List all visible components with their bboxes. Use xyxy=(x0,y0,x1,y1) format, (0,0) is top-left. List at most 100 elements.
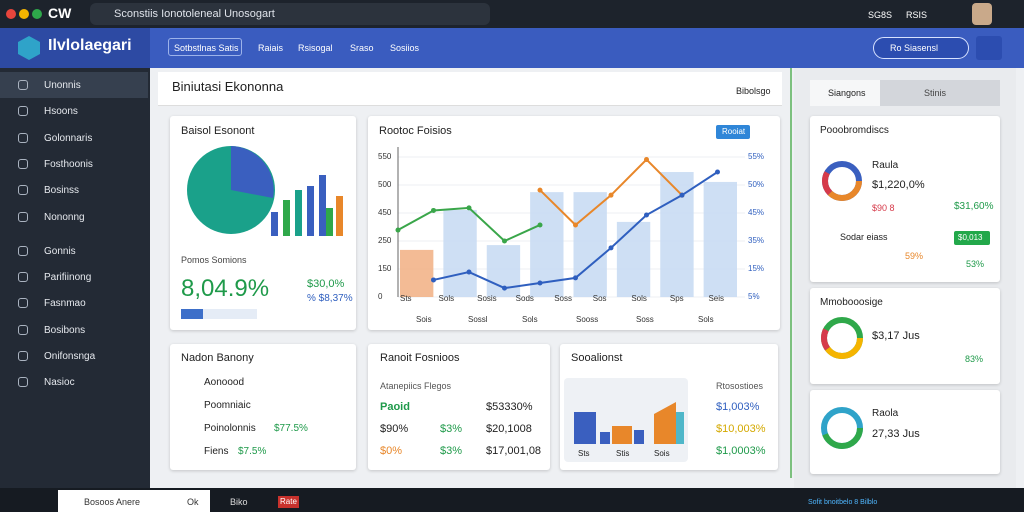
button-label[interactable]: $0,013 xyxy=(958,233,983,242)
sidebar-icon xyxy=(18,185,28,196)
x-tick-label: Sps xyxy=(669,294,684,303)
logo: Ilvlolaegari xyxy=(48,37,132,54)
app-name: CW xyxy=(48,5,72,21)
point xyxy=(431,277,436,283)
deco-bar xyxy=(319,175,326,236)
sidebar-item[interactable]: Onifonsnga xyxy=(44,351,96,362)
header xyxy=(0,28,1024,68)
x-sub-label: Sois xyxy=(416,315,432,324)
donut-slice xyxy=(822,161,862,201)
deco-bar xyxy=(336,196,343,236)
donut-slice xyxy=(822,161,862,201)
task-button[interactable]: Ok xyxy=(187,497,199,507)
list-value: $77.5% xyxy=(274,423,308,434)
label: SG8S xyxy=(868,10,893,20)
x-tick-label: Soss xyxy=(554,294,573,303)
nav-item[interactable]: Rsisogal xyxy=(298,43,333,53)
y2-tick-label: 15% xyxy=(748,264,765,273)
task-app[interactable]: Biko xyxy=(230,497,248,507)
point xyxy=(537,280,543,286)
list-item[interactable]: Fiens xyxy=(204,446,229,457)
dot[interactable] xyxy=(32,9,42,19)
sidebar-item[interactable]: Parifiinong xyxy=(44,272,92,284)
nav-item[interactable]: Sotbstlnas Satis xyxy=(174,43,239,53)
y2-tick-label: 45% xyxy=(748,208,765,217)
header-button[interactable] xyxy=(873,37,969,59)
task-search[interactable] xyxy=(58,490,210,512)
button-label[interactable]: Rooiat xyxy=(722,127,746,136)
point xyxy=(537,222,543,228)
report-cell: $20,1008 xyxy=(486,423,532,435)
sidebar-item[interactable]: Unonnis xyxy=(44,80,81,91)
x-sub-label: Sols xyxy=(698,315,714,324)
sidebar-icon xyxy=(18,158,28,169)
label: $1,220,0% xyxy=(872,179,925,191)
sidebar-item[interactable]: Bosibons xyxy=(44,324,86,336)
list-item[interactable]: Poinolonnis xyxy=(204,423,256,434)
list-item[interactable]: Poomniaic xyxy=(204,400,251,411)
sidebar-item[interactable]: Nononng xyxy=(44,211,85,223)
mini-label: Sois xyxy=(654,449,670,458)
report-cell: Paoid xyxy=(380,401,410,413)
card xyxy=(810,288,1000,384)
list-item[interactable]: Aonoood xyxy=(204,377,245,388)
point xyxy=(502,238,507,244)
point xyxy=(502,285,507,291)
sidebar-item[interactable]: Fasnmao xyxy=(44,298,86,310)
report-cell: $3% xyxy=(440,423,463,435)
point xyxy=(395,227,401,233)
label: $3,17 Jus xyxy=(872,330,920,342)
task-search-text[interactable]: Bosoos Anere xyxy=(84,497,141,507)
nav-item[interactable]: Raiais xyxy=(258,43,284,53)
sidebar-item[interactable]: Nasioc xyxy=(44,377,75,389)
label: $30,0% xyxy=(307,278,345,290)
progress xyxy=(181,309,257,319)
x-sub-label: Sols xyxy=(522,315,538,324)
nav-item[interactable]: Sosiios xyxy=(390,43,420,53)
tab-label[interactable]: Siangons xyxy=(828,88,866,98)
sidebar-item[interactable]: Gonnis xyxy=(44,245,76,257)
dot[interactable] xyxy=(19,9,29,19)
chart-button[interactable] xyxy=(716,125,750,139)
sidebar-icon xyxy=(18,351,28,361)
sidebar-item[interactable]: Golonnaris xyxy=(44,132,93,144)
tab[interactable] xyxy=(880,80,1000,106)
avatar[interactable] xyxy=(972,3,992,25)
card-title: Pooobromdiscs xyxy=(820,125,889,136)
button-label[interactable]: Ro Siasensl xyxy=(890,43,939,53)
nav-box[interactable] xyxy=(168,38,242,56)
deco-bar xyxy=(612,426,632,444)
icon-button[interactable] xyxy=(976,36,1002,60)
progress-fill xyxy=(181,309,203,319)
sidebar-item[interactable]: Bosinss xyxy=(44,185,80,197)
donut-slice xyxy=(821,407,863,449)
point xyxy=(679,192,685,198)
sidebar-item[interactable]: Hsoons xyxy=(44,106,78,118)
dot[interactable] xyxy=(6,9,16,19)
pie-slice xyxy=(231,146,274,198)
nav-item[interactable]: Sraso xyxy=(350,43,374,53)
logo-icon xyxy=(18,36,40,60)
tab[interactable] xyxy=(810,80,880,106)
x-tick-label: Sosis xyxy=(477,294,497,303)
sidebar-item[interactable]: Fosthoonis xyxy=(44,158,93,170)
y2-tick-label: 55% xyxy=(748,152,765,161)
point xyxy=(573,222,578,228)
green-button[interactable] xyxy=(954,231,990,245)
report-cell: $3% xyxy=(440,445,463,457)
label: 27,33 Jus xyxy=(872,428,920,440)
card xyxy=(810,390,1000,474)
y-tick-label: 550 xyxy=(378,152,392,161)
sidebar-icon xyxy=(18,132,28,143)
address-bar[interactable] xyxy=(90,3,490,25)
card-title: Baisol Esonont xyxy=(181,125,255,137)
page-action[interactable]: Bibolsgo xyxy=(736,86,771,96)
page-title: Biniutasi Ekononna xyxy=(172,79,284,94)
x-tick-label: Sods xyxy=(515,294,534,303)
y-tick-label: 150 xyxy=(378,264,392,273)
report-cell: $53330% xyxy=(486,401,533,413)
tab-label[interactable]: Stinis xyxy=(924,88,947,98)
label: Rtosostioes xyxy=(716,381,764,391)
